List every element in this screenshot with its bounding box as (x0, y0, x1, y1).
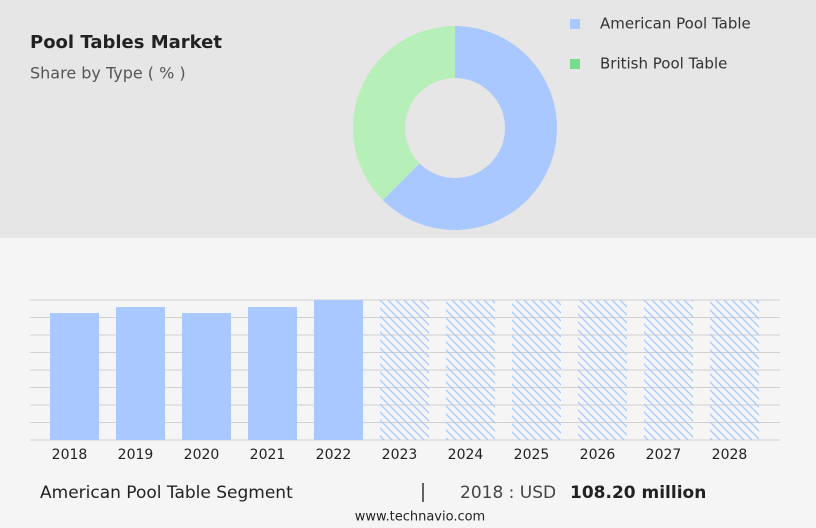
x-tick-label: 2023 (382, 447, 418, 463)
forecast-bar (644, 300, 693, 440)
source: www.technavio.com (355, 510, 485, 525)
legend-swatch (570, 59, 580, 69)
forecast-bar (512, 300, 561, 440)
footer-prefix: 2018 : USD (460, 483, 556, 503)
bar-chart: 2018 2019 2020 2021 2022 2023 2024 2025 2026 2027… (30, 299, 780, 463)
bar (50, 313, 99, 440)
legend-label: American Pool Table (600, 15, 751, 33)
segment-label: American Pool Table Segment (40, 483, 293, 503)
footer-value: 108.20 million (570, 483, 706, 503)
x-tick-label: 2027 (646, 447, 682, 463)
x-tick-label: 2025 (514, 447, 550, 463)
forecast-bar (578, 300, 627, 440)
x-tick-label: 2022 (316, 447, 352, 463)
forecast-bar (446, 300, 495, 440)
donut-slice (353, 26, 455, 201)
x-tick-label: 2018 (52, 447, 88, 463)
legend-swatch (570, 19, 580, 29)
x-tick-label: 2026 (580, 447, 616, 463)
bar (314, 300, 363, 440)
legend-label: British Pool Table (600, 55, 727, 73)
legend: American Pool Table British Pool Table (570, 15, 751, 73)
bar (248, 307, 297, 440)
x-tick-label: 2028 (712, 447, 748, 463)
bar (182, 313, 231, 440)
chart-subtitle: Share by Type ( % ) (30, 64, 186, 83)
x-tick-label: 2024 (448, 447, 484, 463)
x-tick-label: 2019 (118, 447, 154, 463)
donut (353, 26, 557, 230)
chart-title: Pool Tables Market (30, 32, 222, 53)
forecast-bar (710, 300, 759, 440)
donut-slice (382, 26, 557, 230)
x-tick-label: 2021 (250, 447, 286, 463)
forecast-bar (380, 300, 429, 440)
x-tick-label: 2020 (184, 447, 220, 463)
bar (116, 307, 165, 440)
